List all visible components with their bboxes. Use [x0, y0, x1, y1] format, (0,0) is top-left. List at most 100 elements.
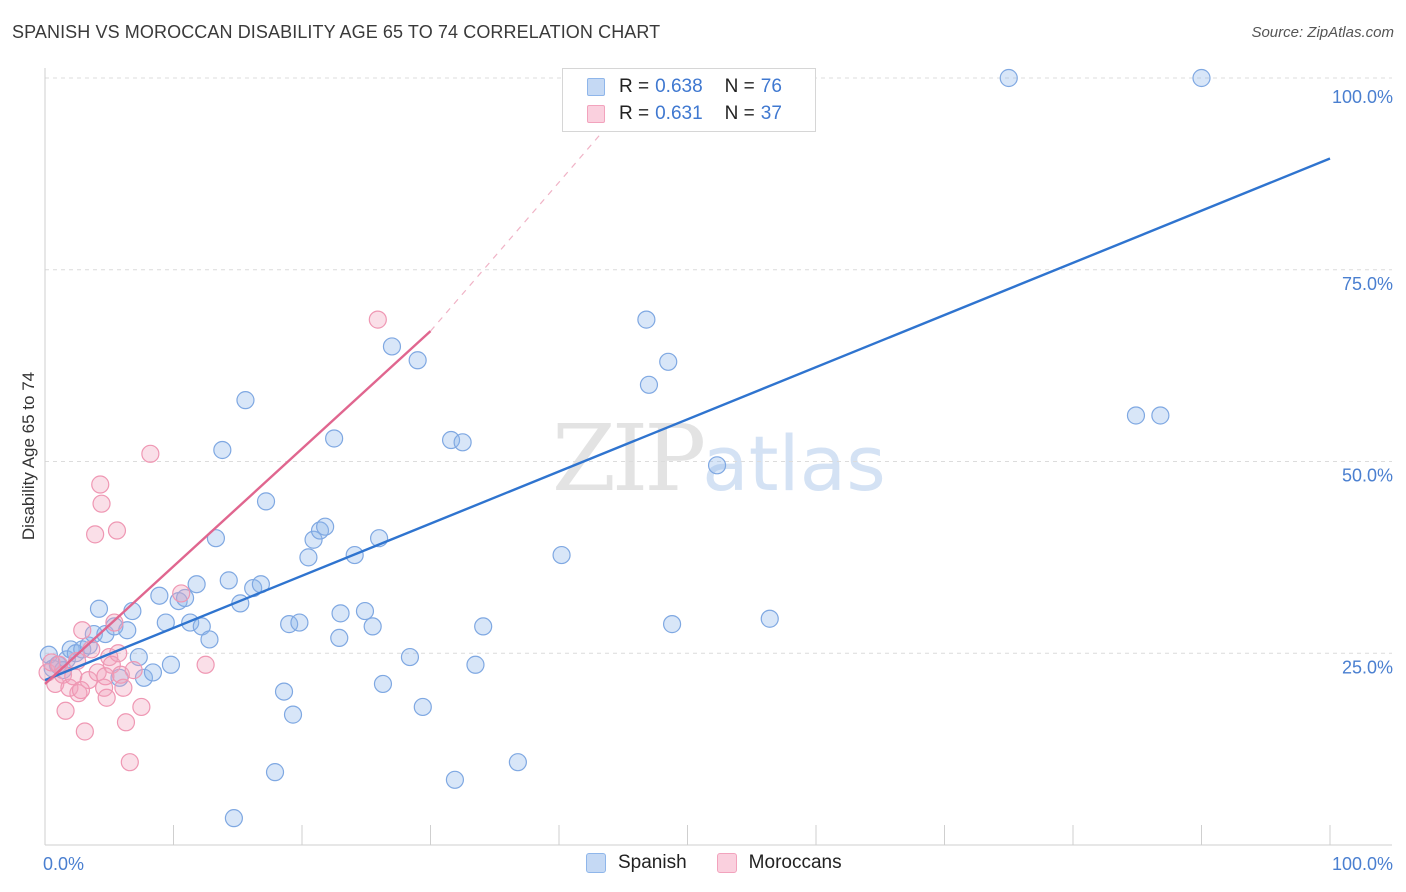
spanish-point: [89, 599, 109, 618]
spanish-point: [445, 770, 465, 789]
spanish-point: [474, 617, 493, 636]
moroccan-point: [172, 584, 191, 603]
spanish-point: [408, 351, 427, 370]
spanish-point: [355, 601, 375, 621]
moroccan-swatch: [716, 853, 737, 873]
moroccan-point: [368, 310, 387, 329]
spanish-point: [143, 663, 163, 682]
moroccan-point: [86, 525, 105, 544]
spanish-point: [274, 682, 294, 701]
spanish-point: [552, 545, 571, 565]
x-tick-label: 100.0%: [1332, 854, 1393, 874]
legend-n-value: 37: [760, 103, 782, 124]
moroccan-point: [69, 684, 88, 703]
spanish-point: [707, 456, 727, 475]
y-tick-label: 25.0%: [1342, 657, 1393, 677]
moroccan-point: [102, 655, 121, 674]
spanish-point: [760, 609, 779, 628]
moroccan-point: [56, 701, 75, 720]
spanish-point: [206, 529, 226, 548]
moroccan-point: [196, 655, 215, 674]
spanish-point: [219, 571, 238, 590]
spanish-point: [316, 517, 335, 536]
spanish-point: [1126, 406, 1146, 425]
spanish-point: [639, 375, 659, 394]
moroccan-point: [75, 722, 94, 741]
spanish-point: [200, 630, 219, 649]
spanish-swatch: [586, 853, 606, 873]
spanish-point: [382, 337, 402, 356]
legend-r-label: R =: [619, 103, 650, 124]
moroccan-point: [114, 678, 133, 697]
spanish-point: [373, 674, 393, 694]
series-spanish-points: [39, 68, 1211, 828]
legend-n-label: N =: [724, 103, 755, 124]
legend-r-value: 0.638: [655, 76, 703, 97]
legend-label-spanish: Spanish: [618, 852, 687, 873]
moroccan-point: [105, 613, 124, 632]
series-legend: Spanish Moroccans: [586, 852, 872, 874]
moroccan-point: [96, 667, 115, 686]
spanish-point: [363, 617, 382, 636]
trend-lines: [44, 77, 1331, 685]
spanish-point: [304, 530, 323, 549]
spanish-point: [213, 440, 232, 460]
moroccan-point: [120, 753, 139, 772]
spanish-point: [330, 628, 349, 648]
spanish-point: [662, 615, 682, 634]
moroccan-trend-line: [44, 330, 432, 685]
moroccan-point: [82, 640, 101, 659]
x-tick-label: 0.0%: [43, 854, 84, 874]
spanish-point: [1151, 406, 1170, 425]
axes: [44, 68, 1392, 846]
moroccan-point: [92, 494, 111, 513]
source-label: Source: ZipAtlas.com: [1251, 24, 1394, 41]
legend-item-spanish[interactable]: Spanish: [586, 852, 687, 874]
moroccan-point: [107, 521, 127, 540]
spanish-point: [299, 548, 318, 567]
moroccan-point: [71, 680, 91, 700]
spanish-point: [283, 705, 303, 724]
legend-r-value: 0.631: [655, 103, 703, 124]
spanish-point: [331, 604, 350, 623]
moroccan-point: [141, 444, 160, 463]
spanish-point: [413, 697, 432, 717]
chart-title: SPANISH VS MOROCCAN DISABILITY AGE 65 TO…: [12, 22, 661, 42]
spanish-point: [441, 430, 461, 450]
moroccan-point: [124, 661, 143, 680]
moroccan-point: [60, 678, 79, 697]
spanish-point: [187, 575, 206, 594]
tick-labels: 25.0% 50.0% 75.0% 100.0% 0.0% 100.0%: [43, 87, 1393, 874]
watermark-atlas: atlas: [702, 419, 886, 508]
spanish-point: [236, 391, 255, 410]
y-tick-label: 100.0%: [1332, 87, 1393, 107]
legend-item-moroccans[interactable]: Moroccans: [716, 852, 842, 874]
spanish-point: [659, 352, 678, 371]
spanish-point: [999, 68, 1018, 88]
y-tick-label: 75.0%: [1342, 274, 1393, 294]
legend-label-moroccans: Moroccans: [748, 852, 842, 873]
spanish-point: [150, 586, 169, 605]
spanish-point: [400, 647, 420, 667]
spanish-point: [637, 310, 656, 329]
correlation-legend: R = 0.638 N = 76 R = 0.631 N = 37: [562, 68, 816, 132]
moroccan-point: [132, 697, 151, 717]
gridlines: [45, 77, 1392, 654]
spanish-point: [453, 433, 472, 452]
spanish-swatch: [587, 78, 605, 96]
spanish-point: [224, 809, 243, 828]
spanish-point: [290, 613, 309, 632]
legend-n-label: N =: [724, 76, 755, 97]
moroccan-swatch: [587, 105, 605, 123]
legend-row-moroccans: R = 0.631 N = 37: [587, 102, 782, 126]
moroccan-point: [116, 713, 136, 732]
moroccan-point: [91, 475, 110, 494]
spanish-point: [466, 655, 485, 674]
spanish-point: [161, 655, 181, 674]
spanish-point: [508, 753, 527, 772]
spanish-point: [1192, 68, 1211, 88]
moroccan-point: [73, 621, 92, 640]
legend-row-spanish: R = 0.638 N = 76: [587, 75, 782, 99]
legend-n-value: 76: [760, 76, 782, 97]
